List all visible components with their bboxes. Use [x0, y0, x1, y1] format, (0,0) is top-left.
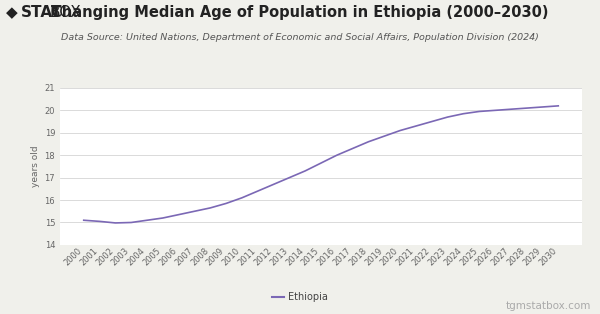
Text: Changing Median Age of Population in Ethiopia (2000–2030): Changing Median Age of Population in Eth… [51, 5, 549, 20]
Text: ◆: ◆ [6, 5, 18, 20]
Y-axis label: years old: years old [31, 146, 40, 187]
Text: tgmstatbox.com: tgmstatbox.com [506, 301, 591, 311]
Text: STAT: STAT [21, 5, 62, 20]
Text: BOX: BOX [49, 5, 81, 20]
Text: Data Source: United Nations, Department of Economic and Social Affairs, Populati: Data Source: United Nations, Department … [61, 33, 539, 42]
Legend: Ethiopia: Ethiopia [268, 288, 332, 306]
